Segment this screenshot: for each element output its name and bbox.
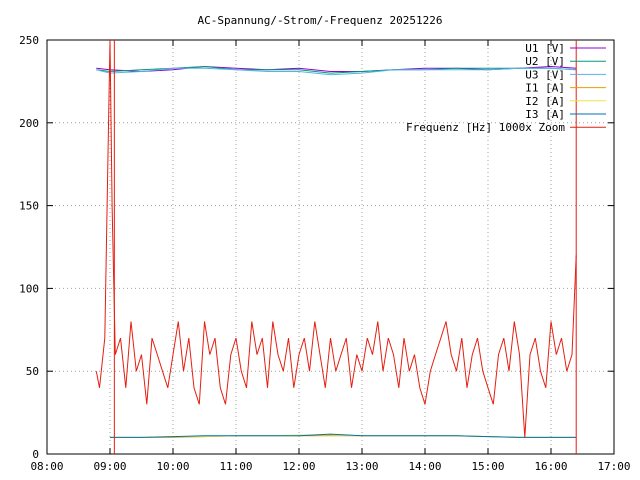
y-tick-label: 150 [19, 200, 39, 213]
y-tick-label: 100 [19, 282, 39, 295]
x-tick-label: 17:00 [597, 460, 630, 473]
x-tick-label: 10:00 [156, 460, 189, 473]
series-line-6 [110, 433, 577, 438]
x-tick-label: 14:00 [408, 460, 441, 473]
y-tick-label: 200 [19, 117, 39, 130]
y-tick-label: 250 [19, 34, 39, 47]
grid [47, 40, 614, 454]
x-tick-label: 11:00 [219, 460, 252, 473]
series-line-2 [96, 65, 577, 74]
y-tick-label: 0 [32, 448, 39, 461]
x-tick-label: 16:00 [534, 460, 567, 473]
series-line-3 [96, 67, 577, 76]
x-tick-label: 09:00 [93, 460, 126, 473]
legend-label: U3 [V] [525, 68, 565, 81]
legend-label: I3 [A] [525, 108, 565, 121]
series-group [95, 39, 577, 454]
legend-label: Frequenz [Hz] 1000x Zoom [406, 121, 565, 134]
legend: U1 [V]U2 [V]U3 [V]I1 [A]I2 [A]I3 [A]Freq… [406, 42, 606, 134]
x-tick-label: 08:00 [30, 460, 63, 473]
x-tick-label: 15:00 [471, 460, 504, 473]
chart-title: AC-Spannung/-Strom/-Frequenz 20251226 [197, 14, 442, 27]
x-tick-label: 12:00 [282, 460, 315, 473]
y-tick-label: 50 [26, 365, 39, 378]
legend-label: I1 [A] [525, 82, 565, 95]
legend-label: I2 [A] [525, 95, 565, 108]
series-line-7 [95, 39, 577, 438]
legend-label: U2 [V] [525, 55, 565, 68]
legend-label: U1 [V] [525, 42, 565, 55]
x-tick-label: 13:00 [345, 460, 378, 473]
axis-ticks: 0 50 100 150 200 250 08:00 09:00 10:00 11:00 12:00… [19, 34, 630, 473]
plot-area [46, 39, 615, 455]
